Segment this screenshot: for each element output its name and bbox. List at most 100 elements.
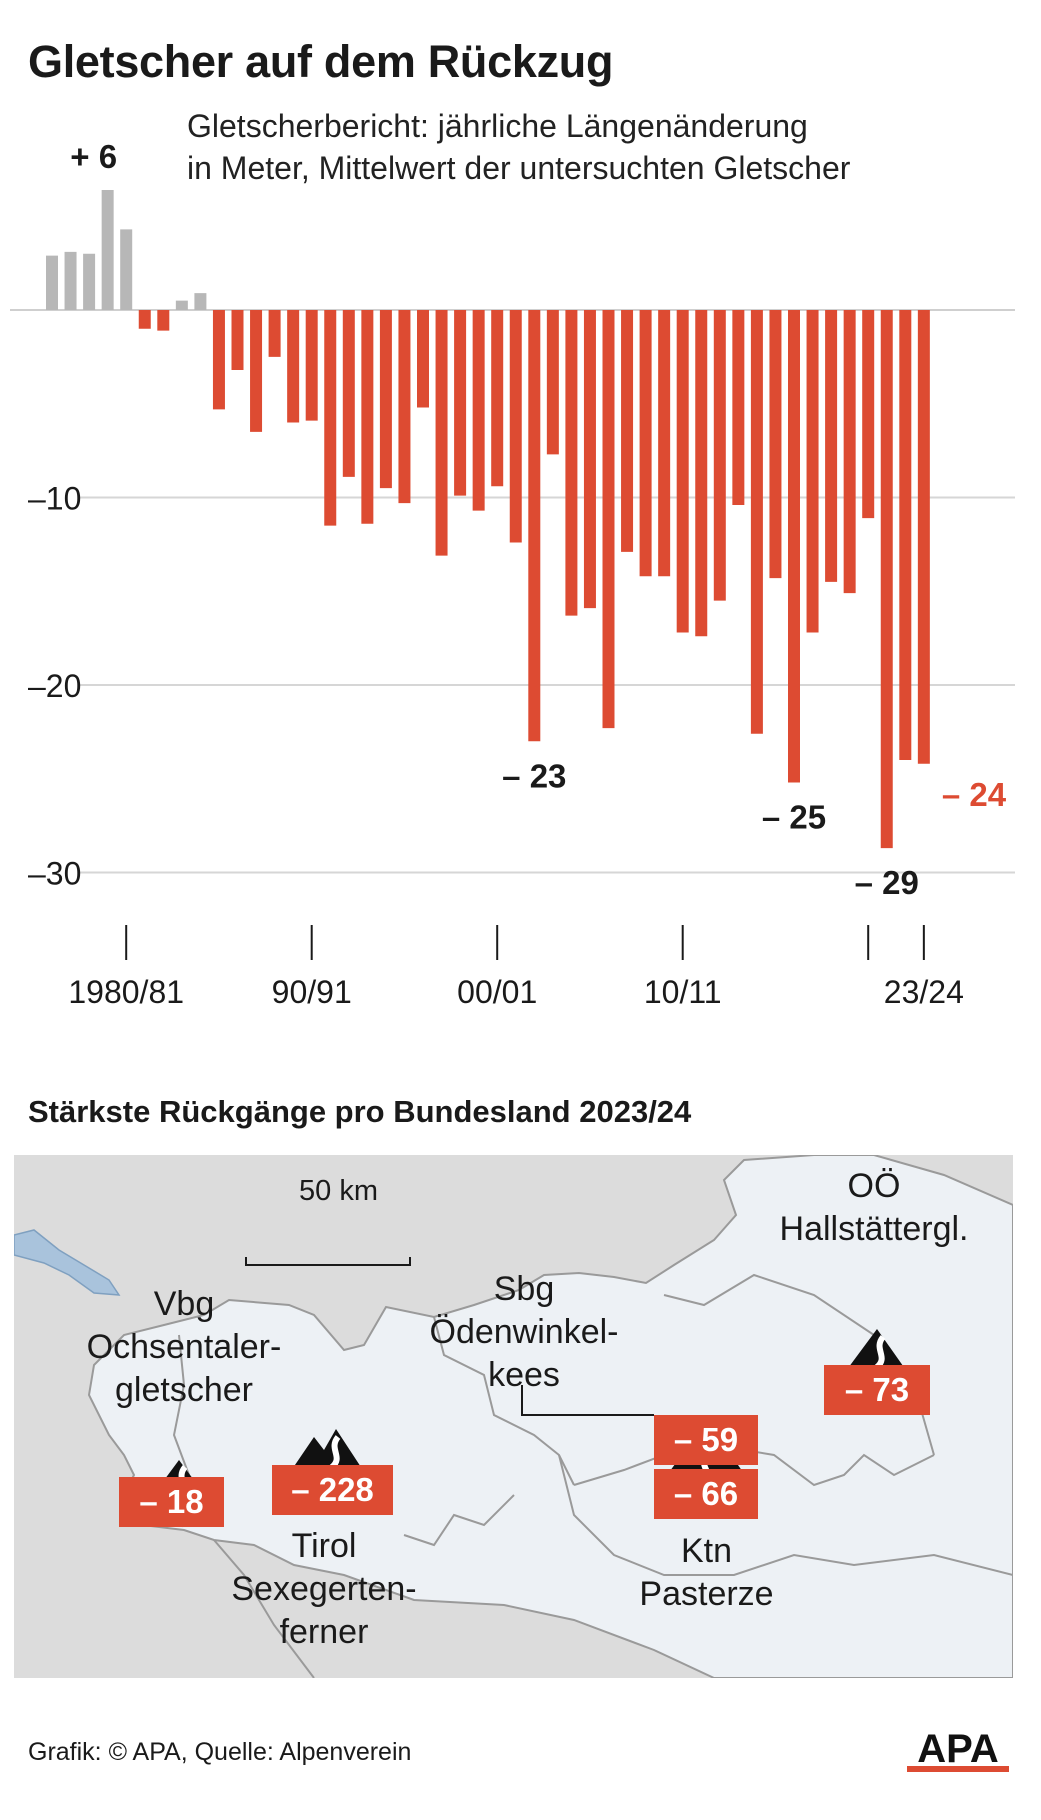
sbg-leader-line: [521, 1385, 654, 1416]
bar: [250, 310, 263, 432]
bar: [157, 310, 170, 331]
ooe-value-badge: – 73: [824, 1365, 930, 1415]
bar: [769, 310, 782, 579]
bar: [305, 310, 318, 421]
sbg-value-badge: – 59: [654, 1415, 758, 1465]
bar: [231, 310, 244, 370]
bar: [175, 300, 188, 310]
bar: [732, 310, 745, 505]
border-sbg-ktn: [573, 1443, 935, 1487]
bar: [101, 190, 114, 310]
vbg-state: Vbg: [153, 1285, 215, 1323]
map-title: Stärkste Rückgänge pro Bundesland 2023/2…: [28, 1094, 692, 1129]
bar: [602, 310, 615, 729]
bar: [212, 310, 225, 410]
ktn-label: Ktn Pasterze: [614, 1530, 799, 1616]
ooe-glacier: Hallstättergl.: [779, 1210, 969, 1248]
bar: [194, 293, 207, 310]
austria-map: 50 km Vbg Ochsentaler- gletscher – 18 – …: [14, 1155, 1013, 1678]
bar: [565, 310, 578, 616]
bar: [583, 310, 596, 609]
bar: [138, 310, 151, 329]
svg-text:APA: APA: [917, 1727, 998, 1771]
bar: [435, 310, 448, 556]
x-tick-label: 90/91: [272, 974, 352, 1010]
bar: [491, 310, 504, 487]
bar: [880, 310, 893, 849]
lake-constance: [14, 1229, 121, 1296]
bar-chart: –10 –20 –30 1980/81 90/91 00/01 10/11 23/24 + 6 –…: [10, 138, 1015, 1010]
vbg-label: Vbg Ochsentaler- gletscher: [54, 1283, 314, 1412]
bar: [379, 310, 392, 489]
chart-title: Gletscher auf dem Rückzug: [28, 36, 614, 87]
tirol-glacier-line1: Sexegerten-: [231, 1570, 417, 1608]
bar: [843, 310, 856, 594]
scale-label: 50 km: [299, 1175, 378, 1207]
vbg-glacier-line1: Ochsentaler-: [86, 1328, 282, 1366]
data-label: – 25: [762, 799, 826, 836]
bar: [46, 255, 58, 310]
tirol-glacier-line2: ferner: [279, 1613, 369, 1651]
bar: [472, 310, 485, 511]
bar: [899, 310, 912, 760]
x-tick-label: 1980/81: [68, 974, 184, 1010]
vbg-value-badge: – 18: [119, 1477, 224, 1527]
bar: [788, 310, 800, 783]
subtitle-line-2: in Meter, Mittelwert der untersuchten Gl…: [187, 150, 851, 186]
sbg-glacier-line2: kees: [488, 1356, 560, 1394]
border-ktn-south: [558, 1454, 1013, 1576]
x-tick-label: 00/01: [457, 974, 537, 1010]
bar: [509, 310, 522, 543]
data-label: – 24: [942, 776, 1007, 813]
bar: [528, 310, 541, 742]
sbg-glacier-line1: Ödenwinkel-: [429, 1313, 619, 1351]
data-label: + 6: [70, 138, 117, 175]
bar: [713, 310, 726, 601]
bar: [398, 310, 411, 504]
border-osttirol: [403, 1494, 515, 1547]
tirol-label: Tirol Sexegerten- ferner: [214, 1525, 434, 1654]
bar: [417, 310, 429, 408]
y-tick-label: –20: [28, 668, 81, 704]
bar: [750, 310, 763, 734]
bar: [658, 310, 671, 577]
bar: [806, 310, 819, 633]
bar: [862, 310, 875, 519]
ooe-label: OÖ Hallstättergl.: [764, 1165, 984, 1251]
data-label: – 29: [855, 864, 919, 901]
bar: [83, 253, 96, 310]
subtitle-line-1: Gletscherbericht: jährliche Längenänderu…: [187, 108, 808, 144]
bar: [120, 229, 133, 310]
bar: [695, 310, 708, 637]
sbg-label: Sbg Ödenwinkel- kees: [414, 1268, 634, 1397]
bar: [676, 310, 689, 633]
ooe-state: OÖ: [847, 1167, 901, 1205]
chart-subtitle: Gletscherbericht: jährliche Längenänderu…: [187, 105, 850, 189]
bar: [64, 251, 77, 310]
bar: [268, 310, 281, 357]
y-tick-label: –30: [28, 856, 81, 892]
austria-shape: [87, 1155, 1013, 1678]
ktn-glacier: Pasterze: [639, 1575, 774, 1613]
bar: [324, 310, 337, 526]
bar: [342, 310, 355, 477]
tirol-value-badge: – 228: [272, 1465, 393, 1515]
border-italy: [213, 1539, 315, 1678]
bar: [546, 310, 559, 455]
data-label: – 23: [502, 757, 566, 794]
bar: [287, 310, 300, 423]
bar: [454, 310, 467, 496]
bar: [361, 310, 374, 524]
ktn-state: Ktn: [680, 1532, 733, 1570]
x-tick-label: 23/24: [884, 974, 964, 1010]
bar: [917, 310, 930, 764]
bar: [825, 310, 838, 582]
y-tick-label: –10: [28, 481, 81, 517]
sbg-state: Sbg: [493, 1270, 555, 1308]
scale-bar: [245, 1257, 411, 1266]
x-tick-label: 10/11: [644, 974, 722, 1010]
bar: [621, 310, 634, 552]
apa-logo: APA: [907, 1727, 1009, 1772]
tirol-state: Tirol: [291, 1527, 357, 1565]
ktn-value-badge: – 66: [654, 1469, 758, 1519]
